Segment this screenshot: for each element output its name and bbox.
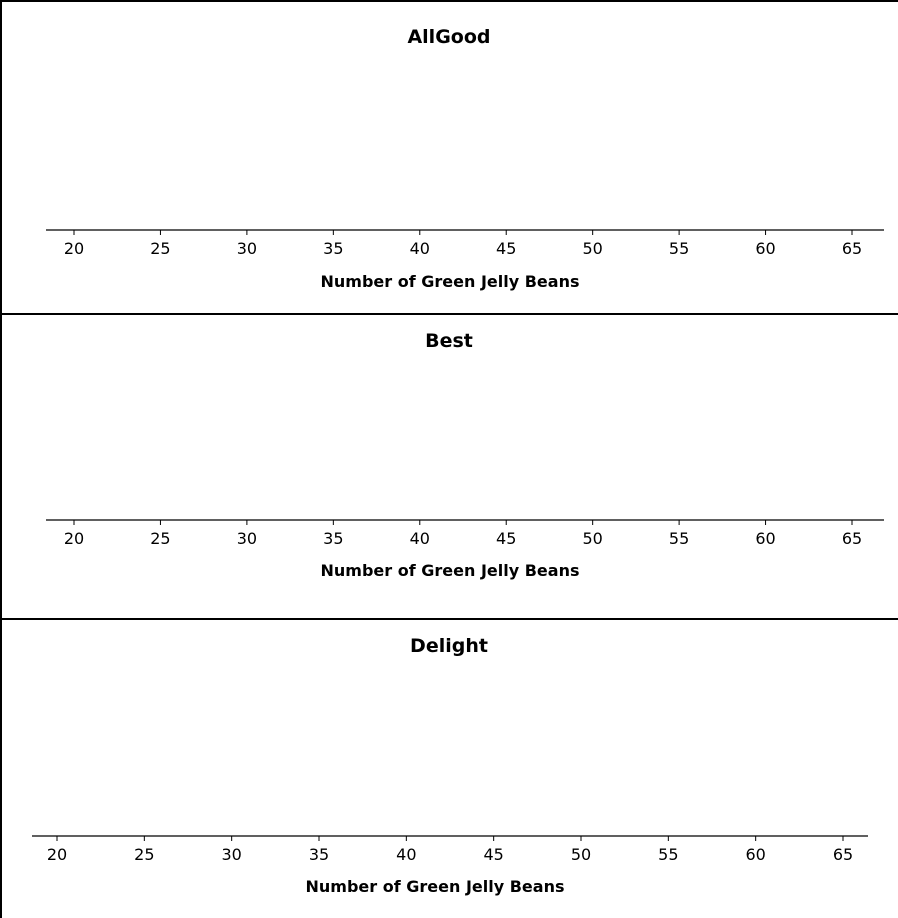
x-axis-title: Number of Green Jelly Beans: [305, 877, 565, 896]
tick-label: 60: [745, 845, 765, 864]
frame-left-border: [0, 0, 2, 918]
tick-label: 60: [755, 239, 775, 258]
tick-label: 50: [571, 845, 591, 864]
panel-title: Delight: [410, 635, 488, 657]
tick-label: 55: [669, 529, 689, 548]
panel-separator: [0, 313, 898, 315]
x-axis-title: Number of Green Jelly Beans: [320, 272, 580, 291]
tick-label: 45: [483, 845, 503, 864]
panel-separator: [0, 618, 898, 620]
tick-label: 35: [309, 845, 329, 864]
x-axis: 20 25 30 35 40 45 50 55 60 65: [32, 835, 868, 864]
tick-label: 45: [496, 529, 516, 548]
tick-label: 30: [237, 239, 257, 258]
tick-label: 60: [755, 529, 775, 548]
tick-label: 50: [582, 529, 602, 548]
tick-label: 35: [323, 239, 343, 258]
tick-label: 40: [410, 239, 430, 258]
tick-label: 20: [64, 239, 84, 258]
tick-label: 40: [410, 529, 430, 548]
panel-title: AllGood: [407, 26, 491, 48]
tick-label: 65: [842, 239, 862, 258]
tick-label: 45: [496, 239, 516, 258]
tick-label: 25: [150, 529, 170, 548]
x-axis: 20 25 30 35 40 45 50 55 60 65: [46, 519, 884, 548]
tick-label: 30: [221, 845, 241, 864]
x-axis: 20 25 30 35 40 45 50 55 60 65: [46, 229, 884, 258]
tick-label: 55: [669, 239, 689, 258]
tick-label: 25: [134, 845, 154, 864]
tick-label: 50: [582, 239, 602, 258]
x-axis-title: Number of Green Jelly Beans: [320, 561, 580, 580]
tick-label: 30: [237, 529, 257, 548]
tick-label: 35: [323, 529, 343, 548]
tick-label: 20: [64, 529, 84, 548]
tick-label: 25: [150, 239, 170, 258]
tick-label: 65: [833, 845, 853, 864]
tick-label: 65: [842, 529, 862, 548]
tick-label: 40: [396, 845, 416, 864]
panel-title: Best: [425, 330, 473, 352]
frame-top-border: [0, 0, 898, 2]
tick-label: 55: [658, 845, 678, 864]
tick-label: 20: [47, 845, 67, 864]
